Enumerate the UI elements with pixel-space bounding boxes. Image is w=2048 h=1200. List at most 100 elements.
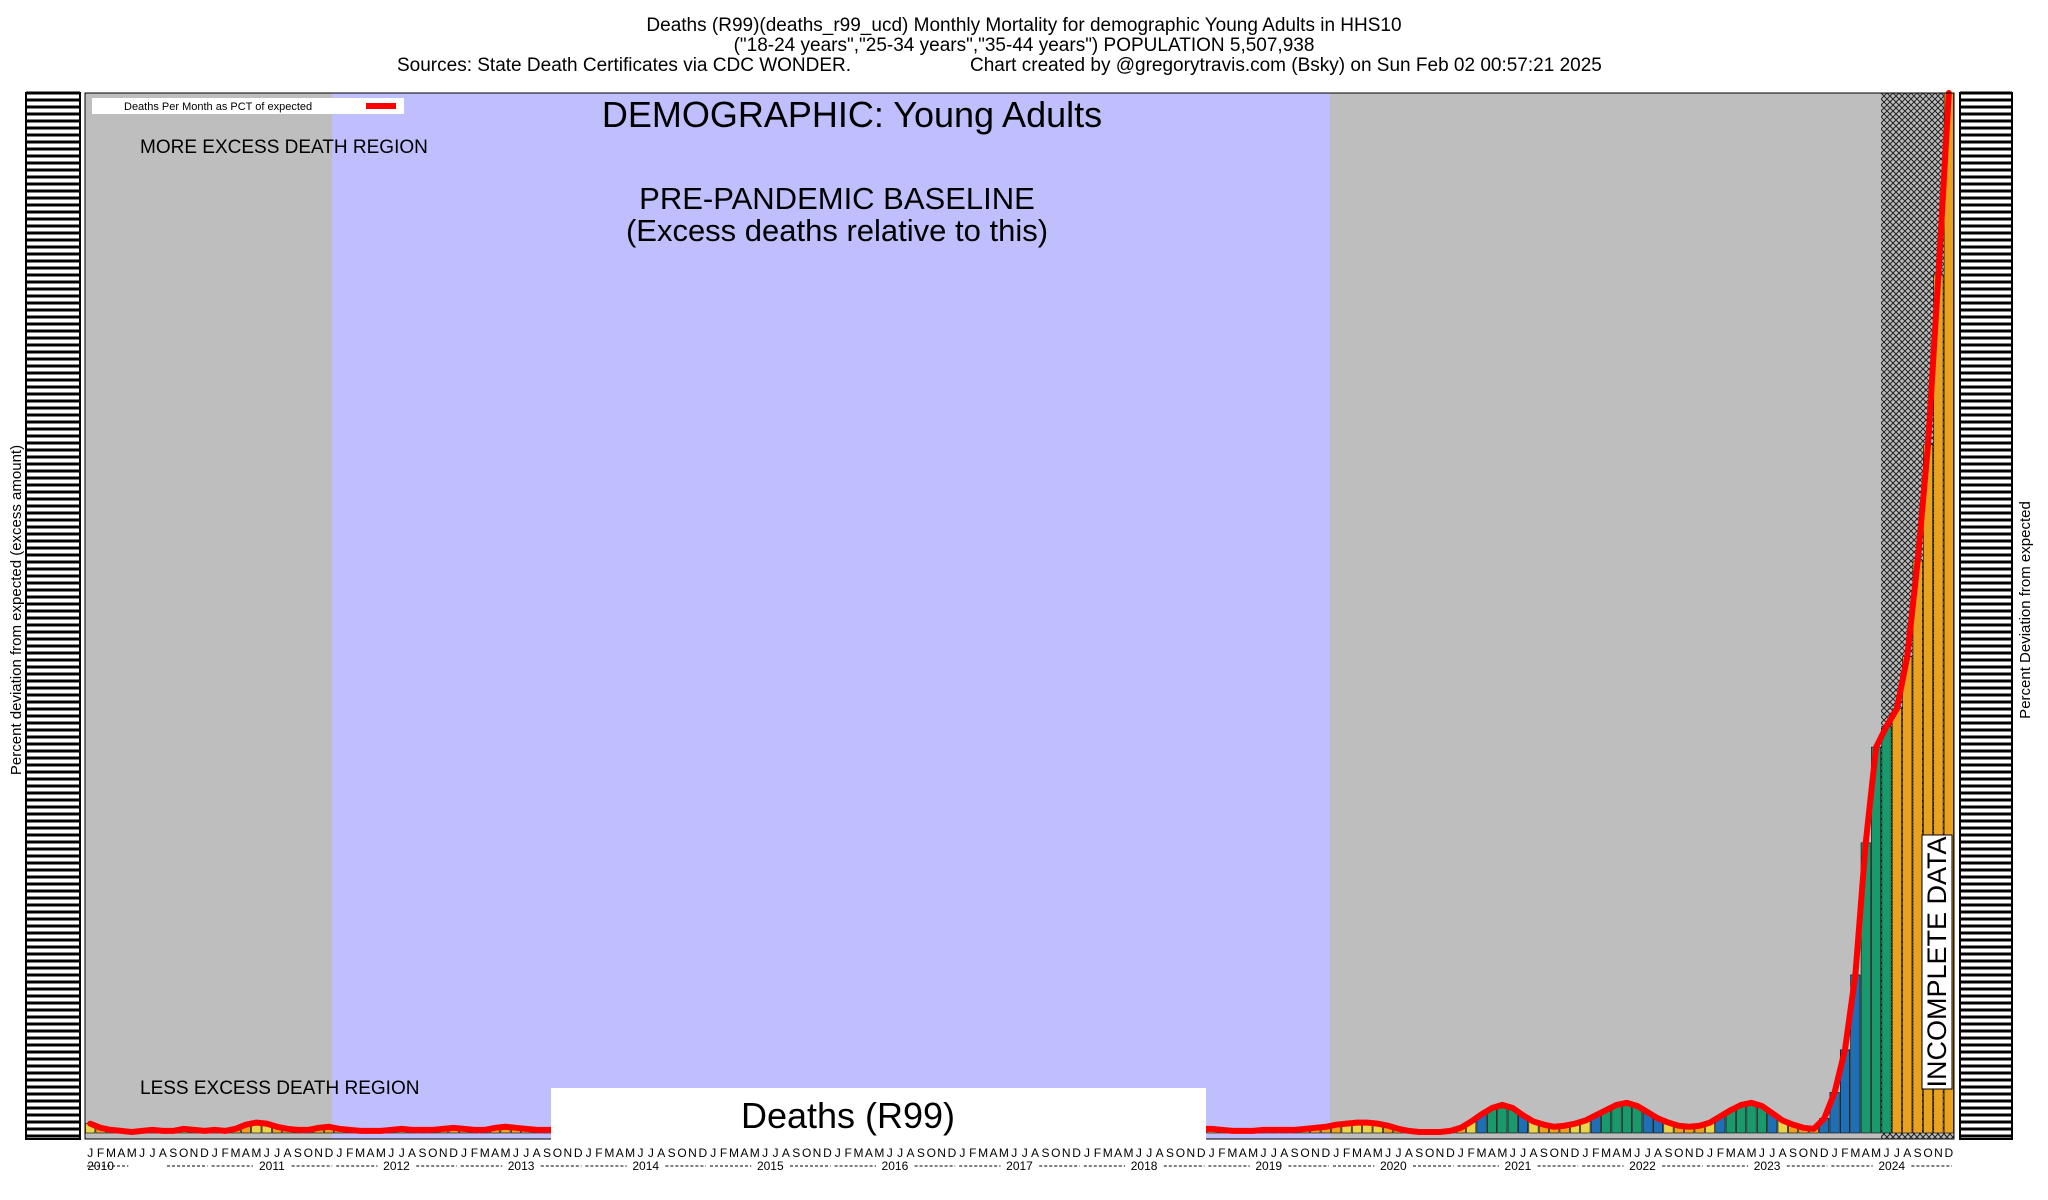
axis-tick-band xyxy=(1959,92,2013,1140)
month-tick-label: O xyxy=(1674,1146,1683,1160)
month-tick-label: A xyxy=(657,1146,665,1160)
month-tick-label: O xyxy=(1923,1146,1932,1160)
month-tick-label: S xyxy=(294,1146,302,1160)
month-tick-label: O xyxy=(304,1146,313,1160)
right-axis-marks xyxy=(1959,91,2013,1140)
month-tick-label: A xyxy=(1779,1146,1787,1160)
month-tick-label: F xyxy=(595,1146,602,1160)
month-tick-label: D xyxy=(574,1146,583,1160)
month-tick-label: J xyxy=(388,1146,394,1160)
month-tick-label: M xyxy=(625,1146,635,1160)
month-tick-label: N xyxy=(1062,1146,1071,1160)
month-tick-label: S xyxy=(1664,1146,1672,1160)
year-tick-label: 2011 xyxy=(259,1159,285,1173)
year-label-bg xyxy=(1872,1159,1911,1173)
month-tick-label: D xyxy=(1197,1146,1206,1160)
year-tick-label: 2016 xyxy=(882,1159,909,1173)
year-label-bg xyxy=(1249,1159,1288,1173)
month-tick-label: A xyxy=(1488,1146,1496,1160)
month-tick-label: J xyxy=(1645,1146,1651,1160)
month-tick-label: N xyxy=(1560,1146,1569,1160)
baseline-label-line1: PRE-PANDEMIC BASELINE xyxy=(639,181,1035,216)
month-tick-label: A xyxy=(1862,1146,1870,1160)
month-tick-label: D xyxy=(1446,1146,1455,1160)
month-tick-label: J xyxy=(1634,1146,1640,1160)
year-label-bg xyxy=(1000,1159,1039,1173)
month-tick-label: J xyxy=(1769,1146,1775,1160)
year-tick-label: 2018 xyxy=(1131,1159,1158,1173)
month-tick-label: J xyxy=(1271,1146,1277,1160)
month-tick-label: S xyxy=(543,1146,551,1160)
month-tick-label: A xyxy=(283,1146,291,1160)
month-tick-label: A xyxy=(1239,1146,1247,1160)
month-tick-label: F xyxy=(346,1146,353,1160)
month-tick-label: S xyxy=(668,1146,676,1160)
month-tick-label: J xyxy=(1209,1146,1215,1160)
month-tick-label: A xyxy=(533,1146,541,1160)
month-tick-label: D xyxy=(1695,1146,1704,1160)
month-tick-label: J xyxy=(1333,1146,1339,1160)
month-tick-label: M xyxy=(106,1146,116,1160)
year-label-bg xyxy=(502,1159,541,1173)
month-tick-label: J xyxy=(1385,1146,1391,1160)
month-tick-label: M xyxy=(854,1146,864,1160)
month-tick-label: A xyxy=(1156,1146,1164,1160)
year-label-bg xyxy=(252,1159,291,1173)
month-tick-label: N xyxy=(1436,1146,1445,1160)
left-axis-marks xyxy=(25,91,81,1140)
month-tick-label: O xyxy=(1051,1146,1060,1160)
incomplete-label-box xyxy=(1921,834,1953,1090)
month-tick-label: M xyxy=(750,1146,760,1160)
month-tick-label: J xyxy=(1458,1146,1464,1160)
month-tick-label: S xyxy=(1291,1146,1299,1160)
month-tick-label: M xyxy=(355,1146,365,1160)
month-tick-label: N xyxy=(314,1146,323,1160)
month-tick-label: J xyxy=(1084,1146,1090,1160)
month-tick-label: J xyxy=(1261,1146,1267,1160)
month-tick-label: J xyxy=(1510,1146,1516,1160)
month-tick-label: A xyxy=(782,1146,790,1160)
year-label-bg xyxy=(1498,1159,1537,1173)
month-tick-label: J xyxy=(1136,1146,1142,1160)
month-tick-label: A xyxy=(491,1146,499,1160)
year-label-bg xyxy=(626,1159,665,1173)
month-tick-label: J xyxy=(87,1146,93,1160)
year-tick-label: 2020 xyxy=(1380,1159,1407,1173)
month-tick-label: S xyxy=(1540,1146,1548,1160)
month-tick-label: J xyxy=(1707,1146,1713,1160)
chart-title-line2: ("18-24 years","25-34 years","35-44 year… xyxy=(734,35,1315,56)
month-tick-label: D xyxy=(1571,1146,1580,1160)
month-tick-label: M xyxy=(1850,1146,1860,1160)
month-tick-label: F xyxy=(969,1146,976,1160)
month-tick-label: M xyxy=(480,1146,490,1160)
month-tick-label: N xyxy=(1934,1146,1943,1160)
month-tick-label: N xyxy=(439,1146,448,1160)
y-axis-label-right: Percent Deviation from expected xyxy=(2017,501,2034,719)
month-tick-label: S xyxy=(1914,1146,1922,1160)
month-tick-label: F xyxy=(1343,1146,1350,1160)
month-tick-label: A xyxy=(242,1146,250,1160)
month-tick-label: S xyxy=(418,1146,426,1160)
month-tick-label: M xyxy=(999,1146,1009,1160)
year-tick-label: 2010 xyxy=(87,1159,114,1173)
month-tick-label: N xyxy=(190,1146,199,1160)
year-tick-label: 2013 xyxy=(508,1159,535,1173)
month-tick-label: N xyxy=(937,1146,946,1160)
month-tick-label: S xyxy=(1789,1146,1797,1160)
month-tick-label: N xyxy=(563,1146,572,1160)
year-label-bg xyxy=(751,1159,790,1173)
month-tick-label: S xyxy=(1041,1146,1049,1160)
legend-entry-label: Deaths Per Month as PCT of expected xyxy=(124,101,312,113)
month-tick-label: A xyxy=(1363,1146,1371,1160)
month-tick-label: J xyxy=(336,1146,342,1160)
month-tick-label: J xyxy=(264,1146,270,1160)
year-label-bg xyxy=(377,1159,416,1173)
chart-credit: Chart created by @gregorytravis.com (Bsk… xyxy=(970,55,1602,76)
year-label-bg xyxy=(875,1159,914,1173)
month-tick-label: N xyxy=(1685,1146,1694,1160)
month-tick-label: S xyxy=(1415,1146,1423,1160)
month-tick-label: F xyxy=(844,1146,851,1160)
month-tick-label: M xyxy=(376,1146,386,1160)
region-gray-pre-baseline xyxy=(85,93,332,1139)
